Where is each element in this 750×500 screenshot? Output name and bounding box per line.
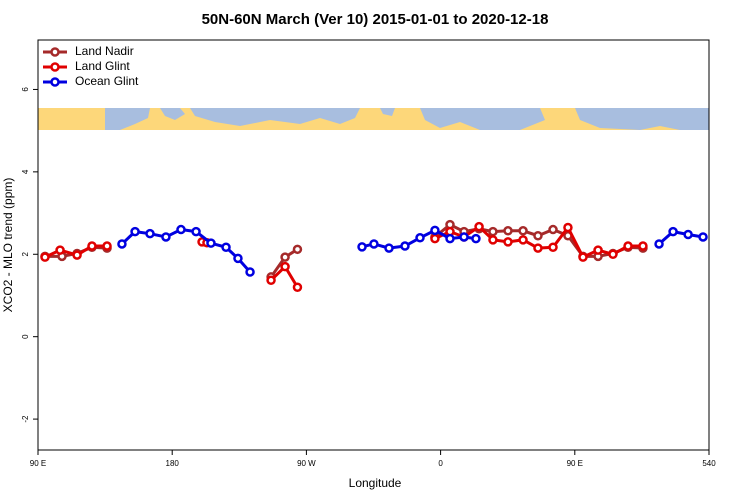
- data-point: [668, 226, 678, 237]
- data-point: [654, 239, 664, 249]
- data-point: [292, 282, 303, 292]
- x-tick-label: 90 W: [297, 459, 316, 468]
- data-point: [369, 239, 379, 249]
- data-point: [471, 233, 481, 244]
- data-point: [87, 241, 97, 251]
- data-point: [130, 226, 140, 237]
- data-point: [548, 224, 558, 235]
- legend-marker: [50, 62, 60, 72]
- data-point: [503, 226, 513, 236]
- map-strip: [38, 108, 709, 130]
- data-point: [400, 241, 410, 251]
- x-tick-label: 540: [702, 459, 716, 468]
- data-point: [430, 233, 440, 244]
- data-point: [384, 243, 394, 253]
- x-tick-label: 180: [166, 459, 180, 468]
- data-point: [117, 239, 127, 249]
- data-point: [533, 230, 543, 241]
- legend-marker: [50, 77, 60, 87]
- data-point: [593, 245, 603, 255]
- data-point: [280, 252, 290, 262]
- data-point: [698, 232, 708, 242]
- data-point: [488, 226, 498, 237]
- y-tick-label: 0: [21, 334, 30, 339]
- data-point: [280, 261, 290, 272]
- data-point: [161, 232, 171, 242]
- y-axis-label: XCO2 - MLO trend (ppm): [1, 178, 15, 313]
- data-point: [548, 242, 558, 253]
- x-tick-label: 90 E: [30, 459, 46, 468]
- data-point: [357, 242, 367, 252]
- data-point: [191, 226, 201, 237]
- data-point: [578, 252, 588, 262]
- y-tick-label: 4: [21, 169, 30, 174]
- x-axis-label: Longitude: [349, 476, 402, 490]
- data-point: [292, 244, 303, 255]
- legend-marker: [50, 47, 60, 57]
- legend-label: Land Nadir: [75, 44, 134, 58]
- data-point: [638, 241, 648, 251]
- data-point: [488, 235, 498, 245]
- chart-title: 50N-60N March (Ver 10) 2015-01-01 to 202…: [202, 11, 549, 28]
- data-point: [533, 243, 543, 253]
- data-point: [233, 253, 243, 264]
- x-tick-label: 0: [438, 459, 443, 468]
- data-point: [459, 232, 469, 242]
- data-point: [221, 242, 231, 253]
- data-point: [608, 249, 618, 260]
- plot-frame: [37, 39, 710, 451]
- data-point: [145, 228, 155, 239]
- data-point: [683, 229, 693, 240]
- data-point: [415, 233, 425, 243]
- data-point: [430, 225, 440, 236]
- data-point: [518, 235, 528, 245]
- data-point: [206, 238, 216, 248]
- data-point: [563, 222, 573, 233]
- data-point: [245, 267, 255, 277]
- data-point: [503, 237, 513, 247]
- data-point: [102, 241, 112, 251]
- data-point: [40, 252, 50, 262]
- data-point: [623, 241, 633, 251]
- y-tick-label: 6: [21, 87, 30, 92]
- data-point: [72, 250, 82, 260]
- y-tick-label: -2: [21, 415, 30, 423]
- y-tick-label: 2: [21, 251, 30, 256]
- legend-label: Land Glint: [75, 59, 130, 73]
- legend-label: Ocean Glint: [75, 74, 139, 88]
- data-point: [445, 233, 455, 244]
- data-point: [176, 224, 186, 235]
- x-tick-label: 90 E: [567, 459, 583, 468]
- data-point: [474, 221, 484, 232]
- data-point: [266, 275, 276, 285]
- data-point: [55, 245, 65, 255]
- data-point: [518, 226, 528, 236]
